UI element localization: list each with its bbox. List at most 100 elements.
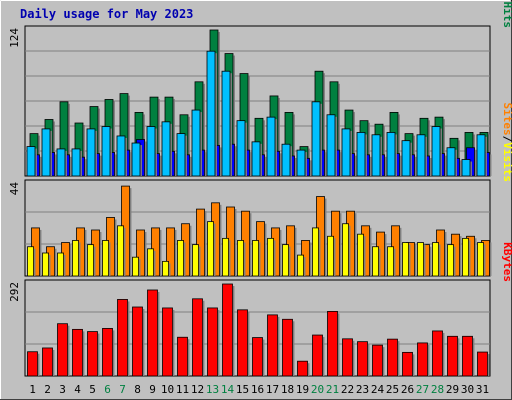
bar-pages	[71, 148, 81, 177]
x-tick-label: 11	[176, 383, 189, 396]
x-tick-label: 20	[311, 383, 324, 396]
bar-kbytes	[222, 283, 233, 377]
x-tick-label: 7	[119, 383, 126, 396]
bar-visits	[447, 244, 454, 277]
bar-pages	[116, 135, 126, 177]
bar-pages	[371, 134, 381, 177]
bar-kbytes	[207, 307, 218, 377]
x-tick-label: 15	[236, 383, 249, 396]
bar-kbytes	[312, 334, 323, 377]
y-max-label: 124	[8, 28, 21, 48]
bar-kbytes	[72, 328, 83, 377]
bar-visits	[417, 242, 424, 277]
x-tick-label: 12	[191, 383, 204, 396]
bar-pages	[476, 134, 486, 177]
bar-pages	[416, 134, 426, 177]
bar-visits	[177, 240, 184, 277]
bar-kbytes	[42, 347, 53, 377]
panel-legend: KBytes	[501, 242, 512, 282]
bar-kbytes	[462, 335, 473, 377]
bar-kbytes	[282, 318, 293, 377]
bar-visits	[102, 240, 109, 277]
bar-kbytes	[372, 344, 383, 377]
bar-kbytes	[177, 336, 188, 377]
bar-visits	[147, 248, 154, 277]
bar-kbytes	[117, 299, 128, 377]
bar-visits	[42, 252, 49, 277]
chart-panels: 124Pages/Files/Hits44Sites/Visits292KByt…	[8, 0, 512, 377]
legend-entry: /	[501, 0, 512, 2]
bar-pages	[461, 159, 471, 177]
bar-pages	[161, 121, 171, 177]
bar-pages	[101, 126, 111, 177]
bar-kbytes	[147, 289, 158, 377]
x-tick-label: 2	[44, 383, 51, 396]
x-tick-label: 9	[149, 383, 156, 396]
x-tick-label: 28	[431, 383, 444, 396]
chart-title: Daily usage for May 2023	[20, 7, 193, 21]
bar-pages	[206, 50, 216, 177]
bar-kbytes	[267, 314, 278, 377]
panel-visits-sites: 44 Sites/Visits	[8, 103, 512, 277]
x-tick-label: 10	[161, 383, 174, 396]
x-tick-label: 24	[371, 383, 385, 396]
legend-entry: Sites	[501, 103, 512, 136]
bar-pages	[56, 148, 66, 177]
legend-entry: Visits	[501, 142, 512, 182]
bar-visits	[27, 246, 34, 277]
bar-kbytes	[417, 342, 428, 377]
legend-entry: KBytes	[501, 242, 512, 282]
bar-visits	[132, 256, 139, 277]
bar-kbytes	[192, 298, 203, 377]
bar-visits	[252, 240, 259, 277]
bar-kbytes	[297, 360, 308, 377]
bar-pages	[251, 141, 261, 177]
x-tick-label: 19	[296, 383, 309, 396]
x-tick-label: 26	[401, 383, 414, 396]
bar-pages	[236, 120, 246, 177]
bar-visits	[297, 254, 304, 277]
x-tick-label: 6	[104, 383, 111, 396]
bar-pages	[221, 70, 231, 177]
x-tick-label: 29	[446, 383, 459, 396]
bar-kbytes	[357, 341, 368, 377]
panel-legend: Pages/Files/Hits	[501, 0, 512, 28]
bar-kbytes	[57, 323, 68, 377]
bar-pages	[191, 109, 201, 177]
bar-kbytes	[162, 307, 173, 377]
bar-pages	[296, 149, 306, 177]
x-tick-label: 21	[326, 383, 339, 396]
bar-kbytes	[447, 335, 458, 377]
bar-visits	[57, 252, 64, 277]
bar-visits	[117, 225, 124, 277]
bar-pages	[26, 146, 36, 177]
bar-visits	[162, 260, 169, 277]
panel-legend: Sites/Visits	[501, 103, 512, 183]
bar-kbytes	[432, 330, 443, 377]
bar-visits	[72, 240, 79, 277]
bar-visits	[462, 237, 469, 277]
y-max-label: 292	[8, 282, 21, 302]
x-tick-label: 5	[89, 383, 96, 396]
bar-sites	[196, 208, 205, 277]
bar-pages	[401, 140, 411, 177]
panel-kbytes: 292 KBytes	[8, 242, 512, 377]
x-tick-label: 8	[134, 383, 141, 396]
bar-kbytes	[252, 337, 263, 377]
x-tick-label: 18	[281, 383, 294, 396]
bar-kbytes	[402, 351, 413, 377]
bar-visits	[282, 244, 289, 277]
bar-visits	[327, 235, 334, 277]
y-max-label: 44	[8, 182, 21, 196]
bar-kbytes	[327, 311, 338, 377]
x-tick-label: 31	[476, 383, 489, 396]
bar-visits	[357, 233, 364, 277]
bar-pages	[86, 128, 96, 177]
legend-entry: /	[501, 136, 512, 143]
bar-visits	[477, 242, 484, 277]
x-axis-labels: 1 2 3 4 5 6 7 8 9 10 11 12 13 14 15 16 17 18 19 20 21 22 23 24 2…	[29, 383, 489, 396]
x-tick-label: 4	[74, 383, 81, 396]
bar-visits	[372, 246, 379, 277]
bar-sites	[166, 227, 175, 277]
